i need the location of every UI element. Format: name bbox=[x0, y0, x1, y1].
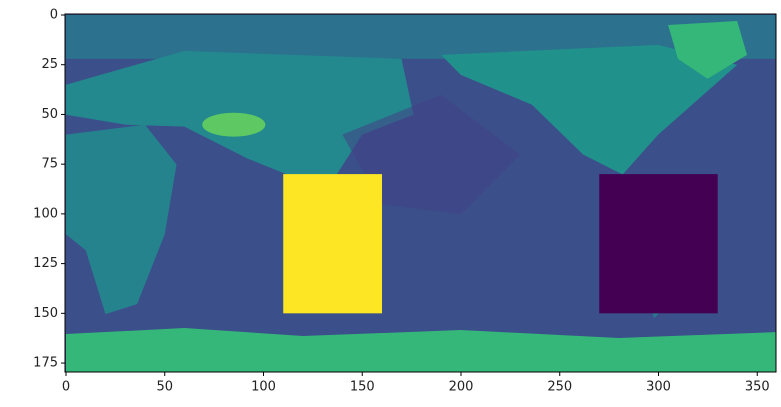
x-tick-label: 50 bbox=[156, 380, 173, 395]
y-tick-label: 0 bbox=[50, 7, 58, 22]
x-tick-label: 0 bbox=[62, 380, 70, 395]
axes-frame bbox=[64, 13, 777, 373]
y-tick-label: 75 bbox=[41, 157, 58, 172]
region bbox=[283, 174, 382, 314]
y-tick-label: 150 bbox=[33, 306, 58, 321]
y-tick-label: 100 bbox=[33, 206, 58, 221]
x-tick-label: 150 bbox=[350, 380, 375, 395]
y-tick-label: 175 bbox=[33, 356, 58, 371]
x-tick-label: 250 bbox=[547, 380, 572, 395]
region bbox=[599, 174, 718, 314]
x-tick-label: 300 bbox=[646, 380, 671, 395]
y-tick-label: 125 bbox=[33, 256, 58, 271]
y-tick-label: 50 bbox=[41, 107, 58, 122]
x-tick-label: 100 bbox=[251, 380, 276, 395]
y-tick-label: 25 bbox=[41, 57, 58, 72]
x-tick-label: 350 bbox=[745, 380, 770, 395]
x-tick-label: 200 bbox=[449, 380, 474, 395]
